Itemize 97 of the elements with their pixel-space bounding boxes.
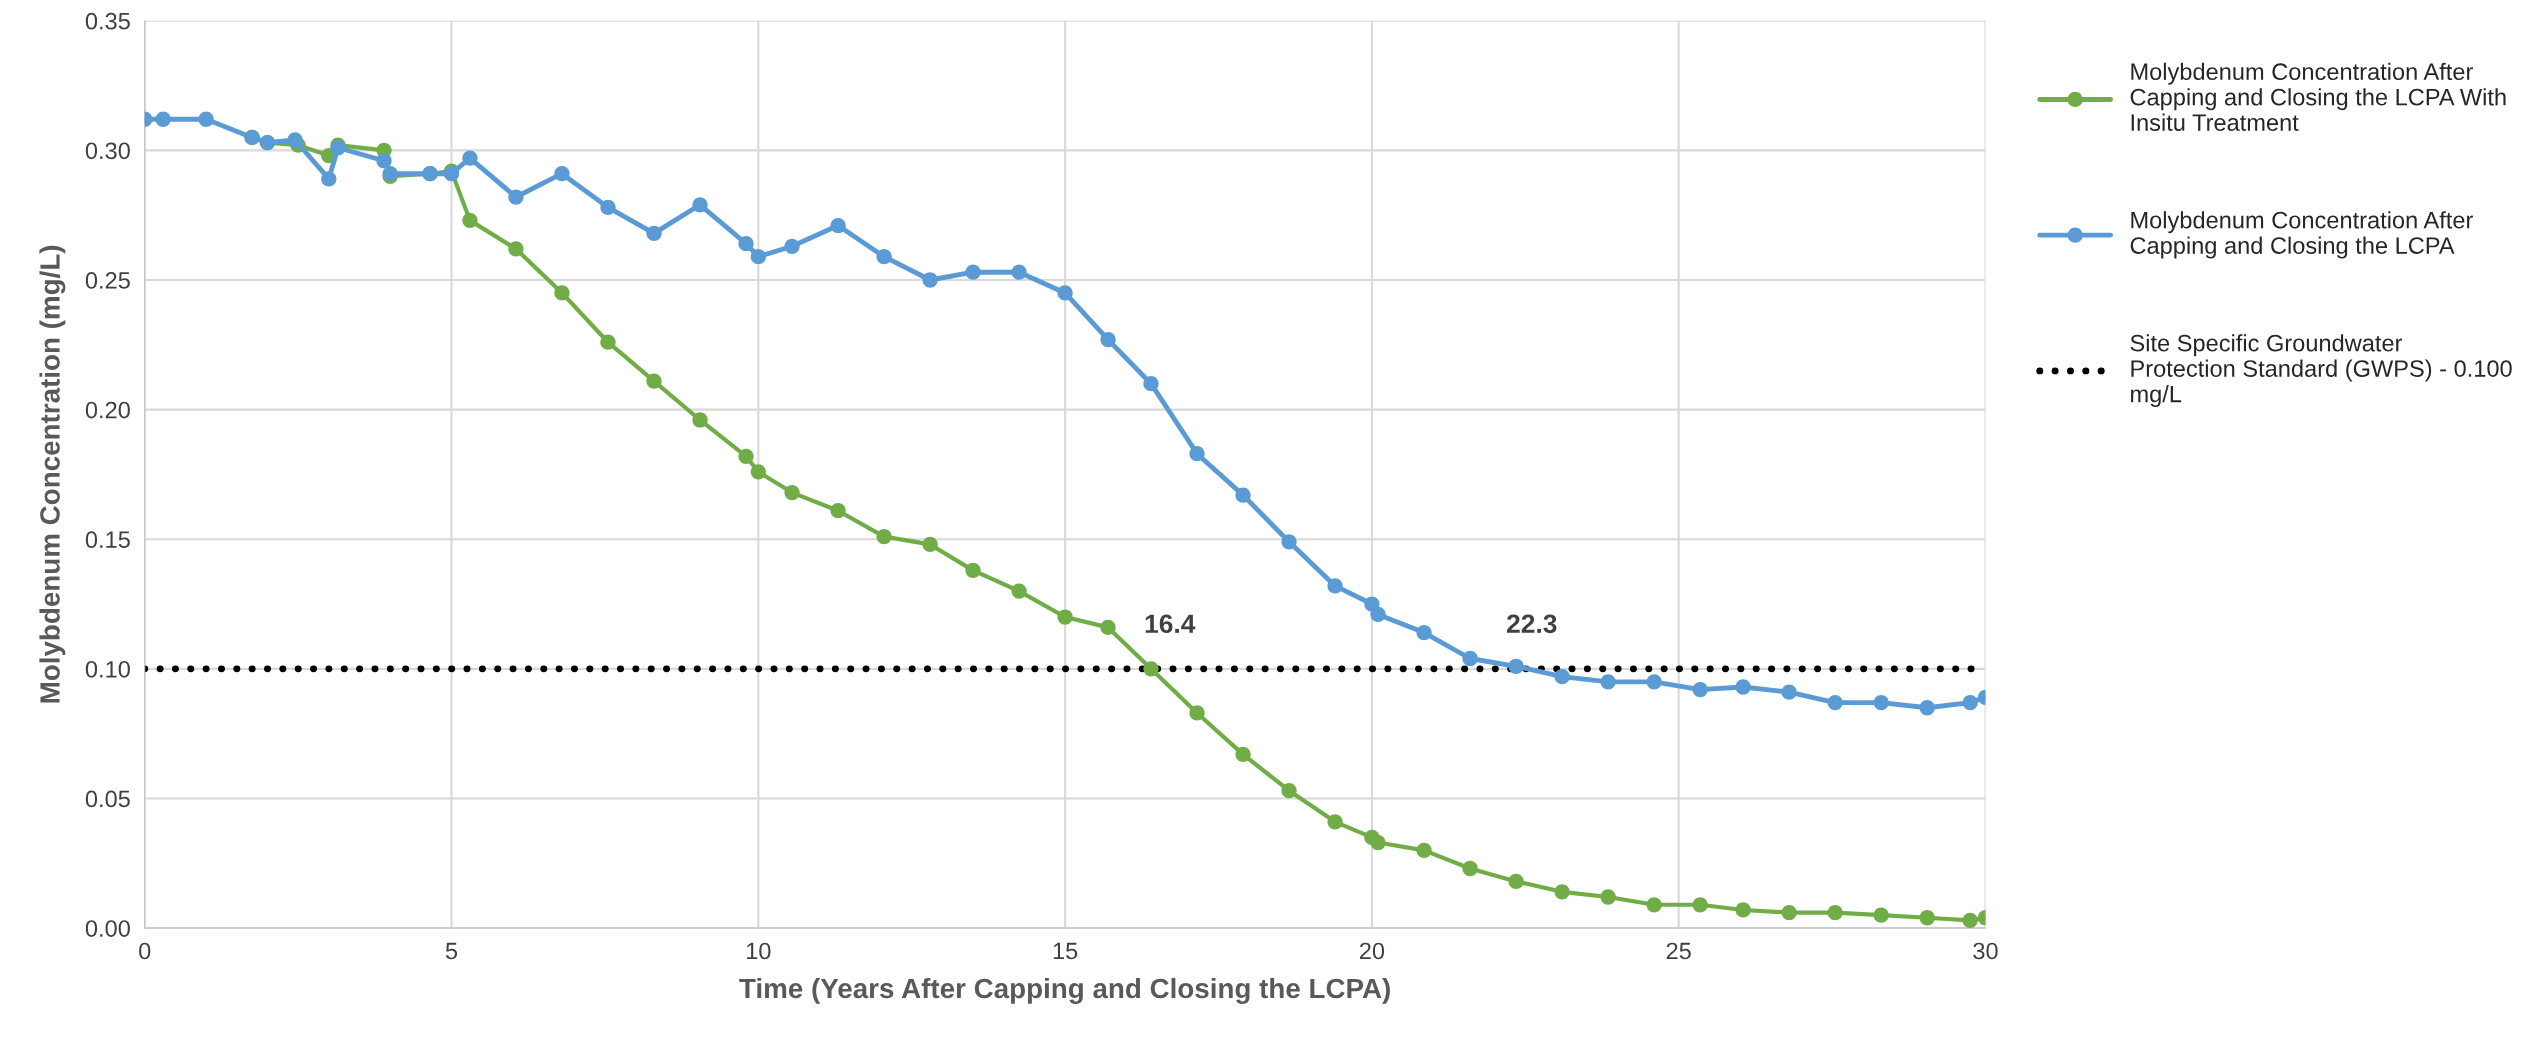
point	[738, 448, 754, 464]
point	[1235, 487, 1251, 503]
point	[830, 217, 846, 234]
x-tick-label: 0	[139, 942, 151, 960]
point	[1781, 904, 1797, 921]
point	[1462, 650, 1478, 667]
point	[1416, 842, 1432, 858]
y-tick-label: 0.10	[85, 660, 130, 678]
point	[784, 238, 800, 254]
point	[750, 249, 766, 265]
point	[750, 464, 766, 480]
point	[1919, 910, 1935, 926]
x-axis-title: Time (Years After Capping and Closing the LCPA)	[739, 977, 1390, 1004]
legend-label: Molybdenum Concentration After Capping and Closing the LCPA With Insitu Treatment	[2130, 62, 2506, 131]
point	[1189, 705, 1205, 721]
point	[738, 236, 754, 252]
annotation: 16.4	[1145, 614, 1196, 634]
point	[1327, 578, 1343, 594]
point	[1057, 609, 1073, 625]
point	[830, 503, 846, 519]
y-tick-label: 0.30	[85, 142, 130, 160]
point	[1100, 331, 1116, 348]
point	[321, 171, 337, 187]
point	[508, 241, 524, 257]
point	[876, 529, 892, 545]
point	[1554, 669, 1570, 685]
point	[1873, 907, 1889, 923]
point	[784, 484, 800, 501]
point	[554, 166, 570, 182]
point	[1827, 904, 1843, 921]
x-tick-label: 30	[1973, 942, 1998, 960]
point	[1554, 884, 1570, 900]
point	[1370, 834, 1386, 851]
point	[646, 373, 662, 389]
x-tick-label: 10	[746, 942, 771, 960]
point	[600, 199, 616, 216]
x-tick-label: 5	[445, 942, 458, 960]
point	[1057, 285, 1073, 301]
point	[965, 264, 981, 280]
point	[1873, 694, 1889, 711]
point	[1962, 912, 1978, 928]
point	[965, 562, 981, 578]
y-tick-label: 0.15	[85, 531, 130, 549]
point	[1646, 897, 1662, 913]
point	[922, 536, 938, 553]
point	[1827, 694, 1843, 711]
point	[554, 285, 570, 301]
point	[1735, 679, 1751, 695]
legend-label: Site Specific Groundwater Protection Standard (GWPS) - 0.100 mg/L	[2130, 334, 2512, 408]
point	[1781, 684, 1797, 700]
point	[1508, 658, 1524, 674]
point	[646, 225, 662, 241]
point	[876, 249, 892, 265]
point	[1281, 534, 1297, 550]
point	[1735, 902, 1751, 918]
x-tick-label: 25	[1666, 942, 1691, 960]
point	[1462, 860, 1478, 877]
legend-label: Molybdenum Concentration After Capping and Closing the LCPA	[2130, 211, 2473, 259]
point	[1600, 889, 1616, 905]
point	[1600, 674, 1616, 690]
point	[1692, 897, 1708, 913]
point	[155, 111, 171, 127]
point	[1416, 624, 1432, 641]
point	[287, 132, 303, 148]
x-tick-label: 15	[1053, 942, 1078, 960]
point	[508, 189, 524, 205]
point	[1962, 694, 1978, 711]
point	[692, 412, 708, 428]
point	[1143, 661, 1159, 677]
point	[692, 197, 708, 213]
y-tick-label: 0.25	[85, 272, 130, 289]
point	[198, 111, 214, 127]
annotation: 22.3	[1507, 614, 1557, 634]
point	[1692, 681, 1708, 698]
point	[922, 272, 938, 288]
x-tick-label: 20	[1359, 942, 1385, 960]
point	[600, 334, 616, 350]
point	[1919, 700, 1935, 716]
point	[1011, 583, 1027, 599]
y-axis-title: Molybdenum Concentration (mg/L)	[39, 245, 66, 703]
point	[1281, 783, 1297, 799]
y-tick-label: 0.35	[85, 12, 130, 30]
y-tick-label: 0.05	[85, 790, 130, 808]
point	[462, 212, 478, 228]
point	[462, 150, 478, 166]
point	[376, 153, 392, 169]
point	[1011, 264, 1027, 280]
point	[1646, 674, 1662, 690]
point	[1100, 619, 1116, 636]
point	[1143, 376, 1159, 392]
point	[1327, 814, 1343, 830]
y-tick-label: 0.00	[85, 920, 130, 937]
point	[1370, 606, 1386, 623]
point	[1189, 446, 1205, 462]
y-tick-label: 0.20	[85, 401, 130, 419]
point	[1235, 746, 1251, 763]
point	[1508, 873, 1524, 890]
